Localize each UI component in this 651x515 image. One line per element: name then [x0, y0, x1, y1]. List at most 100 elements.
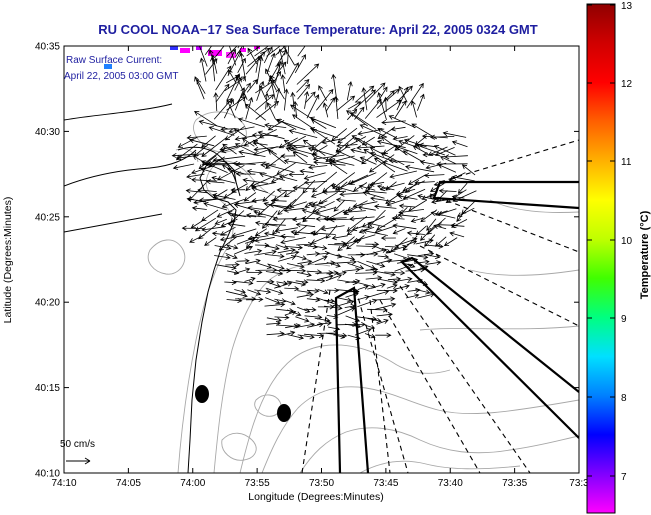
current-vector [393, 253, 412, 261]
current-vector [255, 242, 270, 248]
current-vector [367, 289, 390, 298]
current-vector [355, 316, 378, 322]
current-vector [335, 197, 356, 203]
current-vector [263, 46, 273, 64]
current-vector [211, 231, 228, 237]
current-vector [234, 143, 256, 154]
current-vector [325, 97, 335, 112]
current-vector [230, 212, 257, 218]
map-layers [64, 46, 579, 473]
current-vector [322, 102, 329, 118]
current-vector [295, 279, 309, 285]
current-vector [238, 149, 266, 157]
current-vector [189, 234, 205, 243]
current-vector [301, 215, 316, 222]
current-vector [324, 298, 336, 304]
current-vector [274, 298, 287, 304]
current-vector [278, 48, 286, 75]
current-vector [334, 240, 347, 246]
current-vector [369, 151, 398, 164]
current-vector [257, 200, 276, 216]
current-vector [297, 46, 306, 57]
current-vector [397, 257, 419, 264]
current-vector [191, 177, 218, 183]
current-vector [306, 297, 321, 303]
current-vector [225, 253, 238, 259]
current-vector [388, 115, 416, 129]
current-vector [290, 91, 296, 112]
current-vector [214, 46, 225, 58]
current-vector [297, 289, 312, 295]
current-vector [247, 47, 258, 65]
current-vector [292, 185, 316, 191]
current-vector [287, 263, 305, 269]
current-vector [327, 326, 341, 332]
current-vector [433, 180, 456, 187]
current-vector [419, 159, 435, 165]
current-vector [373, 204, 397, 210]
current-vector [336, 143, 358, 149]
current-vector [288, 171, 305, 178]
current-vector [426, 260, 442, 266]
current-vector [327, 287, 340, 293]
current-vector [220, 144, 247, 154]
current-vector [362, 190, 385, 199]
current-vector [325, 146, 347, 162]
current-vector [402, 150, 425, 163]
colorbar-label: Temperature (°C) [639, 210, 651, 299]
current-vector [252, 139, 277, 155]
current-vector [245, 258, 261, 265]
current-vector [336, 307, 356, 316]
current-vector [251, 132, 278, 138]
current-vector [274, 227, 298, 234]
current-vector [201, 226, 226, 232]
current-vector [265, 287, 284, 295]
current-vector [275, 60, 283, 83]
current-vector [366, 248, 388, 256]
current-vector [226, 46, 239, 57]
current-vector [218, 236, 238, 251]
current-vector [304, 332, 325, 339]
current-vector [342, 209, 366, 215]
y-tick-label: 40:30 [35, 127, 60, 138]
current-vector [376, 99, 402, 118]
current-vector [266, 102, 276, 120]
current-vector [389, 170, 417, 179]
current-vector [315, 207, 337, 215]
current-vector [333, 95, 339, 119]
current-vector [398, 203, 416, 209]
current-vector [417, 93, 425, 111]
current-vector [367, 307, 388, 313]
current-vector [265, 297, 281, 305]
current-vector [307, 288, 320, 294]
current-vector [304, 179, 327, 185]
current-vector [314, 245, 328, 251]
current-vector [362, 228, 388, 236]
current-vector [375, 332, 392, 338]
current-vector [334, 259, 357, 265]
current-vector [263, 221, 286, 227]
current-vector [255, 100, 280, 120]
current-vector [417, 194, 437, 201]
current-vector [356, 243, 377, 249]
current-vector [263, 201, 288, 210]
x-axis-label: Longitude (Degrees:Minutes) [248, 491, 383, 503]
current-vector [364, 98, 382, 119]
current-vector [381, 136, 408, 156]
current-vector [429, 183, 445, 192]
current-vector [406, 240, 418, 246]
current-vector [361, 87, 368, 111]
current-vector [276, 162, 296, 175]
current-vector [358, 226, 375, 234]
current-vector [414, 259, 430, 265]
current-vector [417, 292, 435, 299]
current-vector [297, 334, 315, 340]
current-vector [280, 233, 295, 239]
x-axis-ticks: 74:10 74:05 74:00 73:55 73:50 73:45 73:40 73:35… [51, 46, 589, 489]
current-vector [422, 152, 438, 158]
current-vector [396, 86, 409, 111]
current-vector [451, 140, 468, 148]
scale-arrow [66, 457, 91, 465]
current-vector [282, 46, 295, 66]
current-vector [364, 333, 376, 339]
